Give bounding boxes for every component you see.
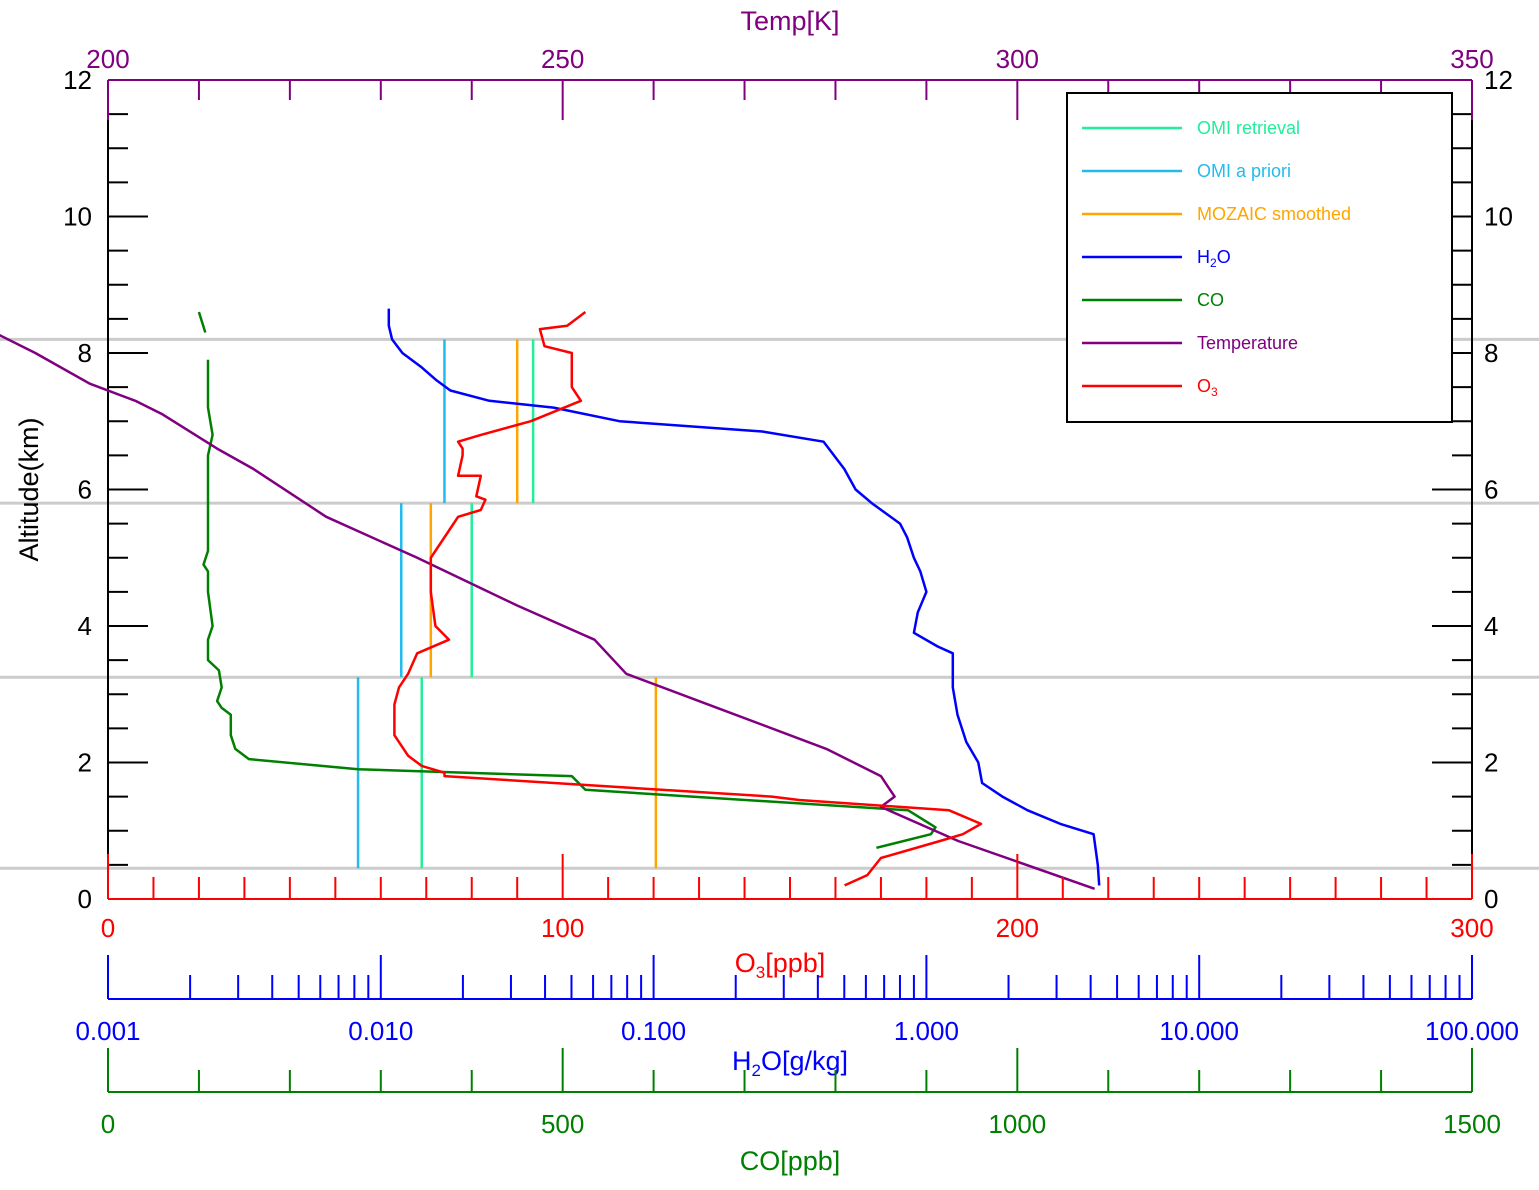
series-lines <box>0 308 1101 890</box>
o3-tick-label: 0 <box>101 913 115 943</box>
h2o-tick-label: 10.000 <box>1159 1016 1239 1046</box>
series-h2o-line <box>387 308 1101 886</box>
altitude-tick-label-left: 0 <box>78 884 92 914</box>
altitude-tick-label-right: 0 <box>1484 884 1498 914</box>
temp-tick-label: 200 <box>86 44 129 74</box>
co-tick-label: 0 <box>101 1109 115 1139</box>
legend-label: H2O <box>1197 247 1231 270</box>
temp-axis-title: Temp[K] <box>740 6 839 36</box>
h2o-tick-label: 0.001 <box>75 1016 140 1046</box>
temp-tick-label: 300 <box>996 44 1039 74</box>
legend-label: MOZAIC smoothed <box>1197 204 1351 224</box>
altitude-tick-label-right: 6 <box>1484 475 1498 505</box>
legend-label: OMI a priori <box>1197 161 1291 181</box>
altitude-tick-label-left: 8 <box>78 338 92 368</box>
h2o-tick-label: 0.100 <box>621 1016 686 1046</box>
legend-label: Temperature <box>1197 333 1298 353</box>
altitude-tick-label-right: 12 <box>1484 65 1513 95</box>
legend-label: CO <box>1197 290 1224 310</box>
altitude-axis-title: Altitude(km) <box>14 417 44 561</box>
co-tick-label: 500 <box>541 1109 584 1139</box>
co-axis-title: CO[ppb] <box>740 1146 841 1176</box>
altitude-tick-label-right: 8 <box>1484 338 1498 368</box>
series-temperature-line <box>0 333 1096 890</box>
altitude-tick-label-right: 2 <box>1484 748 1498 778</box>
h2o-tick-label: 1.000 <box>894 1016 959 1046</box>
h2o-axis-title: H2O[g/kg] <box>732 1046 848 1080</box>
altitude-tick-label-left: 4 <box>78 611 92 641</box>
legend: OMI retrieval OMI a priori MOZAIC smoothed… <box>1066 92 1453 423</box>
o3-tick-label: 300 <box>1450 913 1493 943</box>
altitude-tick-label-right: 4 <box>1484 611 1498 641</box>
h2o-tick-label: 100.000 <box>1425 1016 1519 1046</box>
co-tick-label: 1500 <box>1443 1109 1501 1139</box>
series-o3-line <box>393 311 983 887</box>
temp-tick-label: 250 <box>541 44 584 74</box>
legend-label: O3 <box>1197 376 1218 399</box>
legend-label: OMI retrieval <box>1197 118 1300 138</box>
altitude-tick-label-left: 12 <box>63 65 92 95</box>
altitude-tick-label-right: 10 <box>1484 202 1513 232</box>
o3-tick-label: 200 <box>996 913 1039 943</box>
series-co-line <box>197 311 207 333</box>
temp-tick-label: 350 <box>1450 44 1493 74</box>
altitude-tick-label-left: 10 <box>63 202 92 232</box>
series-co-line <box>202 359 937 850</box>
h2o-tick-label: 0.010 <box>348 1016 413 1046</box>
altitude-tick-label-left: 2 <box>78 748 92 778</box>
o3-tick-label: 100 <box>541 913 584 943</box>
co-tick-label: 1000 <box>988 1109 1046 1139</box>
altitude-tick-label-left: 6 <box>78 475 92 505</box>
o3-axis-title: O3[ppb] <box>735 948 826 982</box>
